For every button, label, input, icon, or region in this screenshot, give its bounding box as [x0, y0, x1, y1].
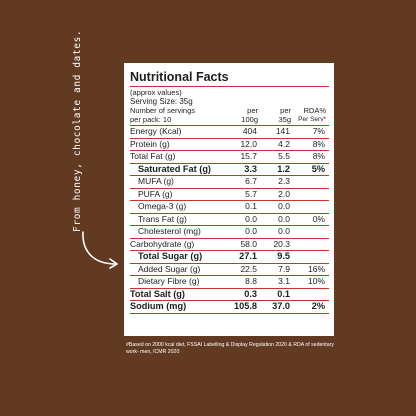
nutrition-facts-panel: Nutritional Facts (approx values) Servin… — [124, 63, 334, 336]
rda-value — [291, 289, 326, 301]
nutrient-row: Energy (Kcal) 404 141 7% — [130, 126, 329, 139]
per-100g-value: 0.0 — [245, 213, 257, 224]
nutrient-row: Carbohydrate (g) 58.0 20.3 — [130, 239, 329, 252]
nutrient-label: Sodium (mg) — [130, 301, 187, 312]
nutrient-row: MUFA (g) 6.7 2.3 — [130, 176, 329, 189]
rda-value — [291, 239, 326, 251]
per-100g-value: 5.7 — [245, 188, 257, 199]
per-35g-value: 0.0 — [278, 226, 290, 237]
nutrient-label: Omega-3 (g) — [138, 201, 187, 212]
rda-value — [291, 201, 326, 213]
nutrient-row: Total Sugar (g) 27.1 9.5 — [130, 251, 329, 264]
per-35g-value: 1.2 — [277, 163, 290, 174]
per-35g-value: 2.3 — [278, 176, 290, 187]
col-rda-line2: Per Serv* — [298, 115, 326, 123]
nutrient-label: Cholesterol (mg) — [138, 226, 201, 237]
per-100g-value: 27.1 — [239, 251, 257, 262]
per-35g-value: 0.0 — [278, 201, 290, 212]
per-100g-value: 3.3 — [244, 163, 257, 174]
nutrient-row: Added Sugar (g) 22.5 7.9 16% — [130, 264, 329, 277]
rda-value: 8% — [312, 138, 325, 149]
per-100g-value: 15.7 — [240, 151, 257, 162]
per-35g-value: 0.0 — [278, 213, 290, 224]
per-35g-value: 0.1 — [277, 288, 290, 299]
per-100g-value: 22.5 — [240, 263, 257, 274]
nutrient-label: Dietary Fibre (g) — [138, 276, 200, 287]
nutrient-label: Added Sugar (g) — [138, 263, 201, 274]
nutrient-row: Omega-3 (g) 0.1 0.0 — [130, 201, 329, 214]
per-35g-value: 37.0 — [272, 301, 290, 312]
nutrient-label: MUFA (g) — [138, 176, 174, 187]
rda-value: 5% — [311, 163, 325, 174]
per-100g-value: 0.1 — [245, 201, 257, 212]
rda-value — [291, 189, 326, 201]
footnote: #Based on 2000 kcal diet, FSSAI Labellin… — [126, 342, 334, 355]
per-100g-value: 6.7 — [245, 176, 257, 187]
panel-title: Nutritional Facts — [130, 70, 229, 84]
per-100g-value: 105.8 — [234, 301, 257, 312]
nutrient-label: Carbohydrate (g) — [130, 238, 195, 249]
rda-value — [291, 251, 326, 263]
col-100g-line2: 100g — [241, 114, 258, 124]
rda-value — [291, 226, 326, 238]
per-100g-value: 8.8 — [245, 276, 257, 287]
rda-value: 16% — [307, 263, 325, 274]
nutrient-label: Energy (Kcal) — [130, 126, 182, 137]
nutrient-row: Trans Fat (g) 0.0 0.0 0% — [130, 214, 329, 227]
per-100g-value: 404 — [242, 126, 257, 137]
column-header: Number of servings per pack: 10 per 100g… — [130, 106, 329, 127]
per-35g-value: 2.0 — [278, 188, 290, 199]
nutrient-label: Saturated Fat (g) — [138, 163, 211, 174]
servings-line2: per pack: 10 — [130, 114, 172, 124]
nutrient-row: Cholesterol (mg) 0.0 0.0 — [130, 226, 329, 239]
side-note: From honey, chocolate and dates. — [72, 29, 83, 232]
per-100g-value: 0.3 — [244, 288, 257, 299]
nutrient-label: Total Sugar (g) — [138, 251, 203, 262]
col-35g-line2: 35g — [278, 114, 291, 124]
serving-size: Serving Size: 35g — [130, 97, 193, 106]
rda-value: 10% — [307, 276, 325, 287]
per-35g-value: 3.1 — [278, 276, 290, 287]
servings-line1: Number of servings — [130, 106, 196, 115]
per-35g-value: 5.5 — [278, 151, 290, 162]
arrow-icon — [82, 231, 118, 269]
col-35g-line1: per — [280, 106, 291, 115]
nutrient-row: Saturated Fat (g) 3.3 1.2 5% — [130, 164, 329, 177]
nutrient-row: Sodium (mg) 105.8 37.0 2% — [130, 301, 329, 314]
per-35g-value: 20.3 — [273, 238, 290, 249]
col-rda-line1: RDA% — [303, 106, 326, 115]
approx-note: (approx values) — [130, 88, 182, 97]
nutrient-row: Protein (g) 12.0 4.2 8% — [130, 139, 329, 152]
per-100g-value: 58.0 — [240, 238, 257, 249]
nutrient-label: Trans Fat (g) — [138, 213, 187, 224]
rda-value: 0% — [312, 213, 325, 224]
per-35g-value: 141 — [275, 126, 290, 137]
nutrient-row: PUFA (g) 5.7 2.0 — [130, 189, 329, 202]
divider — [130, 86, 329, 87]
nutrient-label: Total Fat (g) — [130, 151, 176, 162]
rda-value — [291, 176, 326, 188]
rda-value: 7% — [312, 126, 325, 137]
nutrient-label: Total Salt (g) — [130, 288, 185, 299]
per-35g-value: 9.5 — [277, 251, 290, 262]
nutrient-row: Dietary Fibre (g) 8.8 3.1 10% — [130, 276, 329, 289]
nutrient-row: Total Salt (g) 0.3 0.1 — [130, 289, 329, 302]
nutrient-label: Protein (g) — [130, 138, 170, 149]
rda-value: 8% — [312, 151, 325, 162]
nutrient-row: Total Fat (g) 15.7 5.5 8% — [130, 151, 329, 164]
per-100g-value: 0.0 — [245, 226, 257, 237]
nutrient-label: PUFA (g) — [138, 188, 173, 199]
col-100g-line1: per — [247, 106, 258, 115]
per-35g-value: 7.9 — [278, 263, 290, 274]
per-100g-value: 12.0 — [240, 138, 257, 149]
rda-value: 2% — [311, 301, 325, 312]
per-35g-value: 4.2 — [278, 138, 290, 149]
